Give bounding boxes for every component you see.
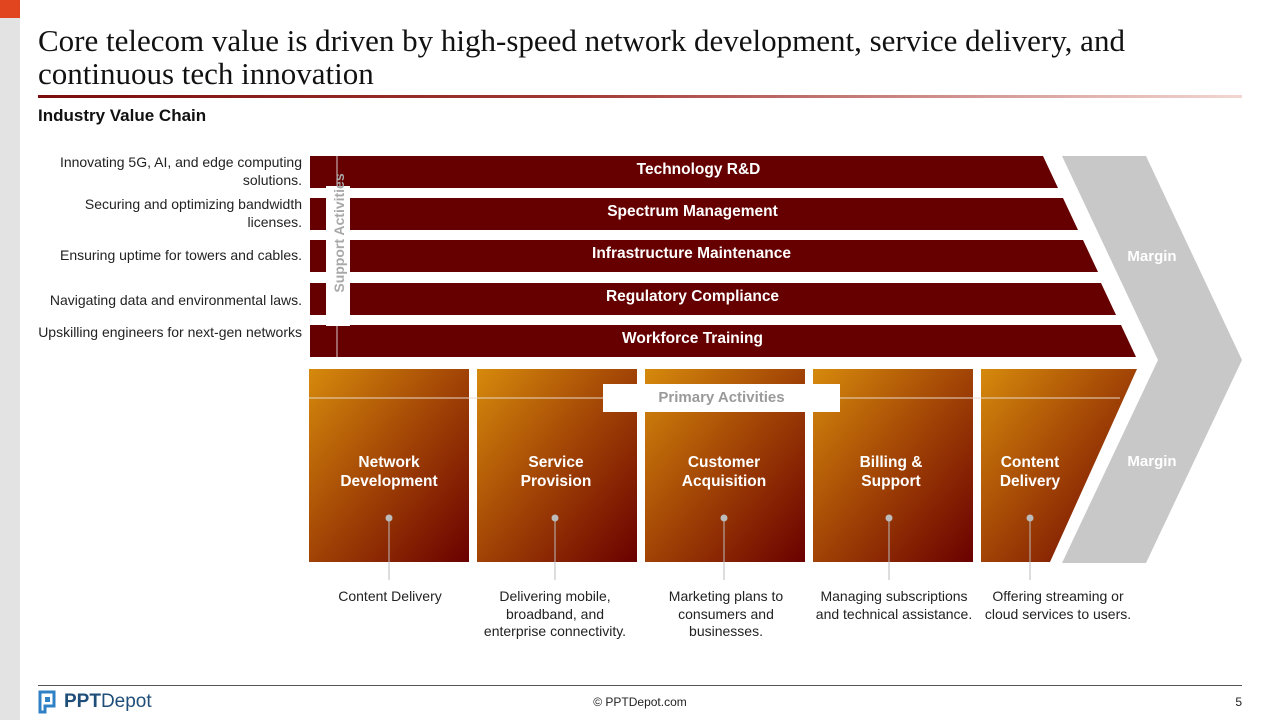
- support-description-infrastructure-maintenance: Ensuring uptime for towers and cables.: [59, 247, 302, 263]
- primary-activities-label: Primary Activities: [603, 384, 840, 412]
- slide-title: Core telecom value is driven by high-spe…: [38, 23, 1125, 91]
- left-accent-mark: [0, 0, 20, 18]
- support-bar-spectrum-management: [310, 198, 1078, 230]
- logo-mark-icon: [38, 690, 56, 714]
- support-label-technology-rd: Technology R&D: [636, 161, 761, 178]
- support-label-spectrum-management: Spectrum Management: [607, 203, 778, 220]
- primary-description-billing-support: Managing subscriptions and technical ass…: [815, 588, 973, 622]
- primary-title-billing-support: Billing & Support: [859, 454, 923, 490]
- support-label-infrastructure-maintenance: Infrastructure Maintenance: [592, 245, 791, 262]
- support-description-spectrum-management: Securing and optimizing bandwidth licens…: [84, 196, 302, 230]
- footer-divider: [38, 685, 1242, 686]
- support-description-workforce-training: Upskilling engineers for next-gen networ…: [38, 324, 302, 340]
- connector-dot-1: [385, 514, 393, 522]
- primary-title-service-provision: Service Provision: [520, 454, 592, 490]
- primary-description-customer-acquisition: Marketing plans to consumers and busines…: [668, 588, 784, 639]
- copyright-text: © PPTDepot.com: [593, 695, 687, 709]
- left-sidebar-strip: [0, 0, 20, 720]
- primary-description-content-delivery: Offering streaming or cloud services to …: [984, 588, 1132, 622]
- support-bar-workforce-training: [310, 325, 1136, 357]
- support-label-regulatory-compliance: Regulatory Compliance: [605, 288, 780, 305]
- support-description-regulatory-compliance: Navigating data and environmental laws.: [49, 292, 302, 308]
- page-number: 5: [1235, 695, 1242, 709]
- diagram-subtitle: Industry Value Chain: [38, 106, 207, 125]
- logo-text: PPTDepot: [64, 691, 152, 713]
- support-description-technology-rd: Innovating 5G, AI, and edge computing so…: [59, 154, 302, 188]
- primary-title-content-delivery: Content Delivery: [999, 454, 1061, 490]
- primary-box-content-delivery: [981, 369, 1137, 562]
- support-label-backdrop: [326, 186, 350, 326]
- support-bar-regulatory-compliance: [310, 283, 1116, 315]
- logo-text-light: Depot: [100, 691, 152, 712]
- pptdepot-logo: PPTDepot: [38, 690, 152, 714]
- support-label-workforce-training: Workforce Training: [622, 330, 763, 347]
- margin-chevron: [1062, 156, 1242, 563]
- margin-label-top: Margin: [1127, 248, 1177, 265]
- primary-title-network-development: Network Development: [340, 454, 438, 490]
- margin-label-bottom: Margin: [1127, 453, 1177, 470]
- connector-dot-5: [1026, 514, 1034, 522]
- connector-dot-2: [551, 514, 559, 522]
- logo-text-bold: PPT: [64, 691, 101, 712]
- connector-dot-4: [885, 514, 893, 522]
- primary-title-customer-acquisition: Customer Acquisition: [681, 454, 767, 490]
- title-divider: [38, 95, 1242, 98]
- support-bar-infrastructure-maintenance: [310, 240, 1098, 272]
- connector-dot-3: [720, 514, 728, 522]
- primary-description-service-provision: Delivering mobile, broadband, and enterp…: [483, 588, 627, 639]
- primary-description-network-development: Content Delivery: [338, 588, 442, 604]
- support-bar-technology-rd: [310, 156, 1058, 188]
- support-activities-text: Support Activities: [331, 173, 347, 293]
- support-activities-label: Support Activities: [322, 173, 356, 292]
